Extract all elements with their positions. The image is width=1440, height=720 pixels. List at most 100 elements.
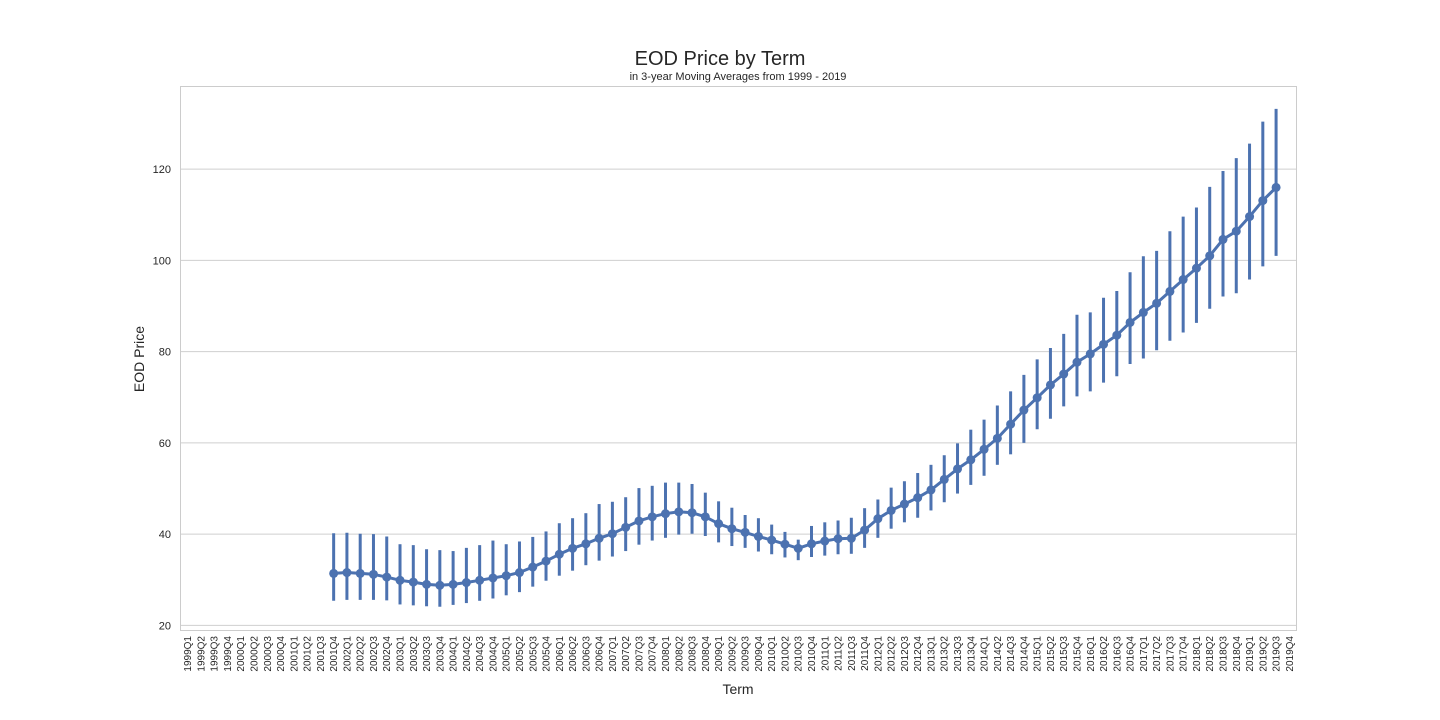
x-tick-label-2019Q3: 2019Q3 (1272, 636, 1283, 672)
data-point-2002Q2 (355, 568, 365, 578)
x-tick-label-2008Q2: 2008Q2 (674, 636, 685, 672)
x-tick-label-2008Q3: 2008Q3 (688, 636, 699, 672)
x-tick-label-2012Q2: 2012Q2 (887, 636, 898, 672)
data-point-2006Q2 (568, 543, 578, 553)
x-tick-label-1999Q4: 1999Q4 (223, 636, 234, 672)
x-tick-label-2005Q3: 2005Q3 (528, 636, 539, 672)
data-point-2010Q2 (780, 539, 790, 549)
x-tick-label-2001Q4: 2001Q4 (329, 636, 340, 672)
data-point-2017Q1 (1138, 307, 1148, 317)
x-tick-label-2018Q3: 2018Q3 (1218, 636, 1229, 672)
x-tick-label-2011Q2: 2011Q2 (834, 636, 845, 671)
x-tick-label-2015Q2: 2015Q2 (1046, 636, 1057, 672)
data-point-2003Q1 (395, 575, 405, 585)
y-tick-label-80: 80 (159, 347, 171, 359)
data-point-2007Q3 (634, 516, 644, 526)
x-tick-label-2018Q1: 2018Q1 (1192, 636, 1203, 672)
data-point-2014Q2 (992, 433, 1002, 443)
data-point-2015Q2 (1045, 380, 1055, 390)
x-tick-label-2004Q4: 2004Q4 (488, 636, 499, 672)
data-point-2012Q4 (913, 493, 923, 503)
x-tick-label-2009Q3: 2009Q3 (741, 636, 752, 672)
x-tick-label-2004Q2: 2004Q2 (462, 636, 473, 672)
x-tick-label-2010Q3: 2010Q3 (794, 636, 805, 672)
x-tick-label-2008Q1: 2008Q1 (661, 636, 672, 672)
x-tick-label-2003Q2: 2003Q2 (409, 636, 420, 672)
x-tick-label-2002Q1: 2002Q1 (342, 636, 353, 672)
x-tick-label-2010Q2: 2010Q2 (780, 636, 791, 672)
data-point-2009Q2 (727, 524, 737, 534)
x-tick-label-2015Q1: 2015Q1 (1033, 636, 1044, 672)
y-tick-labels: 20 40 60 80 100 120 (153, 164, 171, 632)
data-point-2005Q2 (514, 568, 524, 578)
x-tick-label-2014Q4: 2014Q4 (1019, 636, 1030, 672)
x-tick-label-2017Q4: 2017Q4 (1179, 636, 1190, 672)
y-gridlines (181, 168, 1296, 626)
x-tick-label-2014Q1: 2014Q1 (980, 636, 991, 672)
data-point-2012Q2 (886, 505, 896, 515)
data-point-2006Q3 (581, 539, 591, 549)
data-point-2018Q4 (1231, 226, 1241, 236)
x-tick-label-2007Q4: 2007Q4 (648, 636, 659, 672)
x-tick-label-2002Q3: 2002Q3 (369, 636, 380, 672)
data-point-2011Q1 (820, 536, 830, 546)
data-point-2013Q2 (939, 474, 949, 484)
data-point-2019Q2 (1258, 196, 1268, 206)
chart-subtitle: in 3-year Moving Averages from 1999 - 20… (630, 71, 847, 83)
data-point-2012Q3 (899, 499, 909, 509)
data-point-2004Q1 (448, 579, 458, 589)
x-tick-label-2012Q1: 2012Q1 (873, 636, 884, 672)
x-tick-label-2013Q2: 2013Q2 (940, 636, 951, 672)
x-tick-label-2012Q3: 2012Q3 (900, 636, 911, 672)
x-tick-label-2014Q3: 2014Q3 (1006, 636, 1017, 672)
x-tick-label-1999Q3: 1999Q3 (210, 636, 221, 672)
data-point-2015Q3 (1059, 369, 1069, 379)
data-point-2014Q4 (1019, 405, 1029, 415)
data-point-2002Q4 (382, 572, 392, 582)
data-point-2011Q3 (846, 533, 856, 543)
x-tick-label-2016Q4: 2016Q4 (1126, 636, 1137, 672)
data-point-2016Q4 (1125, 317, 1135, 327)
data-point-2004Q2 (461, 578, 471, 588)
chart-title: EOD Price by Term (635, 48, 806, 70)
data-point-2009Q4 (753, 531, 763, 541)
x-tick-label-2005Q4: 2005Q4 (542, 636, 553, 672)
x-tick-label-2006Q2: 2006Q2 (568, 636, 579, 672)
y-tick-label-100: 100 (153, 255, 171, 267)
data-point-2007Q1 (607, 529, 617, 539)
data-point-2016Q3 (1112, 330, 1122, 340)
x-tick-label-2015Q3: 2015Q3 (1059, 636, 1070, 672)
x-tick-label-2001Q3: 2001Q3 (316, 636, 327, 672)
data-point-2015Q4 (1072, 357, 1082, 367)
y-axis-label: EOD Price (131, 326, 147, 392)
x-tick-label-2005Q1: 2005Q1 (502, 636, 513, 672)
data-point-2013Q3 (953, 464, 963, 474)
data-point-2010Q3 (793, 543, 803, 553)
data-point-2004Q4 (488, 573, 498, 583)
data-point-2011Q2 (833, 534, 843, 544)
series-line-layer (333, 186, 1278, 587)
data-point-2016Q1 (1085, 349, 1095, 359)
x-tick-label-2009Q2: 2009Q2 (727, 636, 738, 672)
data-point-2011Q4 (860, 525, 870, 535)
x-tick-label-2006Q4: 2006Q4 (595, 636, 606, 672)
x-tick-label-2007Q3: 2007Q3 (634, 636, 645, 672)
data-point-2017Q4 (1178, 275, 1188, 285)
data-point-2013Q1 (926, 485, 936, 495)
data-point-2002Q1 (342, 568, 352, 578)
data-point-2003Q4 (435, 580, 445, 590)
y-tick-label-40: 40 (159, 529, 171, 541)
data-point-2017Q3 (1165, 286, 1175, 296)
x-tick-label-2007Q1: 2007Q1 (608, 636, 619, 672)
x-tick-labels: 1999Q1 1999Q2 1999Q3 1999Q4 2000Q1 2000Q2 2000… (183, 636, 1296, 672)
x-tick-label-1999Q1: 1999Q1 (183, 636, 194, 672)
x-tick-label-2018Q2: 2018Q2 (1205, 636, 1216, 672)
data-point-2010Q4 (807, 539, 817, 549)
data-point-2010Q1 (767, 535, 777, 545)
data-point-2018Q1 (1191, 263, 1201, 273)
x-tick-label-2010Q1: 2010Q1 (767, 636, 778, 672)
data-point-2008Q1 (660, 509, 670, 519)
y-tick-label-60: 60 (159, 438, 171, 450)
x-tick-label-2000Q3: 2000Q3 (263, 636, 274, 672)
